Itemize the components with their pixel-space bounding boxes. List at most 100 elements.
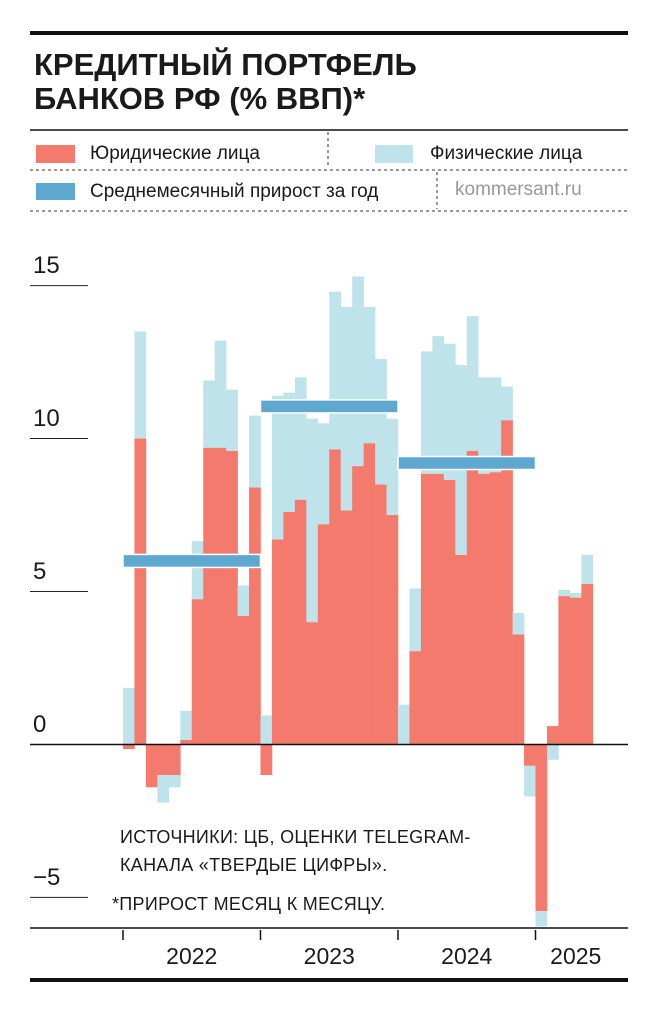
bar <box>489 377 502 473</box>
bar <box>501 420 513 745</box>
chart-title: БАНКОВ РФ (% ВВП)* <box>34 81 366 116</box>
bar <box>546 744 559 760</box>
bar <box>420 473 433 745</box>
bar <box>558 589 571 597</box>
bar <box>569 593 582 598</box>
bar <box>237 585 250 616</box>
legend-label: Юридические лица <box>90 143 260 164</box>
bar <box>203 380 215 448</box>
x-tick-label: 2022 <box>166 943 217 969</box>
legend-swatch <box>36 145 75 163</box>
bar <box>180 710 193 740</box>
bar <box>524 744 536 766</box>
bar <box>191 599 204 745</box>
bar <box>226 450 238 745</box>
bar <box>123 687 135 745</box>
bar <box>214 340 227 448</box>
average-bar <box>259 399 399 414</box>
legend-label: Физические лица <box>430 143 583 164</box>
bar <box>317 524 330 745</box>
bar <box>443 343 456 480</box>
bar <box>512 612 525 635</box>
y-tick-label: −5 <box>33 864 60 891</box>
bar <box>501 386 513 421</box>
legend-swatch <box>375 145 413 163</box>
bar <box>375 484 387 745</box>
bar <box>271 395 284 540</box>
bar <box>524 765 536 797</box>
bar <box>432 473 445 745</box>
bar <box>535 744 548 912</box>
bar <box>168 744 181 776</box>
bar <box>581 583 594 745</box>
bar <box>168 775 181 788</box>
y-tick-label: 10 <box>33 405 60 432</box>
bar <box>386 418 399 516</box>
bar <box>157 775 170 803</box>
note: КАНАЛА «ТВЕРДЫЕ ЦИФРЫ». <box>120 855 387 875</box>
bar <box>306 622 319 745</box>
x-tick-label: 2024 <box>441 943 492 969</box>
bar <box>512 634 525 745</box>
bar <box>214 447 227 745</box>
bar <box>478 473 490 745</box>
bar <box>329 291 342 450</box>
bar <box>466 316 479 451</box>
bar <box>283 511 296 745</box>
y-tick-label: 15 <box>33 252 60 279</box>
bar <box>489 472 502 745</box>
bar <box>134 331 147 439</box>
source: kommersant.ru <box>455 179 582 200</box>
chart-title: КРЕДИТНЫЙ ПОРТФЕЛЬ <box>34 46 417 82</box>
bar <box>329 449 342 745</box>
bar <box>340 510 353 745</box>
bar <box>237 615 250 745</box>
note: ИСТОЧНИКИ: ЦБ, ОЦЕНКИ TELEGRAM- <box>120 827 471 847</box>
bar <box>260 715 273 745</box>
bar <box>558 596 571 745</box>
bar <box>420 351 433 474</box>
bar <box>386 515 399 745</box>
bar <box>546 726 559 745</box>
x-tick-label: 2023 <box>304 943 355 969</box>
bar <box>581 554 594 584</box>
bar <box>123 744 135 750</box>
bar <box>306 418 319 623</box>
bar <box>134 438 147 745</box>
bar <box>249 415 261 488</box>
bar <box>432 336 445 474</box>
bar <box>535 911 548 927</box>
bar <box>271 539 284 745</box>
bar <box>294 377 307 500</box>
bar <box>249 487 261 745</box>
average-bar <box>397 455 537 471</box>
legend-swatch <box>36 183 75 200</box>
bar <box>317 423 330 525</box>
bar <box>409 651 422 745</box>
bar <box>157 744 170 776</box>
bar <box>145 744 158 788</box>
bar <box>191 541 204 600</box>
bar <box>180 739 193 745</box>
average-bar <box>122 553 262 569</box>
bar <box>352 276 364 467</box>
bar <box>569 597 582 745</box>
bar <box>455 554 468 745</box>
bar <box>466 450 479 745</box>
bar <box>203 447 215 745</box>
bar <box>375 359 387 485</box>
bar <box>363 443 376 745</box>
bar <box>352 466 364 745</box>
bar <box>363 307 376 444</box>
y-tick-label: 0 <box>33 711 46 738</box>
bar <box>478 377 490 474</box>
bar <box>260 744 273 776</box>
y-tick-label: 5 <box>33 558 46 585</box>
x-tick-label: 2025 <box>550 943 601 969</box>
legend-label: Среднемесячный прирост за год <box>90 181 378 202</box>
bar <box>226 389 238 451</box>
bar <box>443 479 456 745</box>
bar <box>283 392 296 512</box>
bar <box>409 588 422 652</box>
